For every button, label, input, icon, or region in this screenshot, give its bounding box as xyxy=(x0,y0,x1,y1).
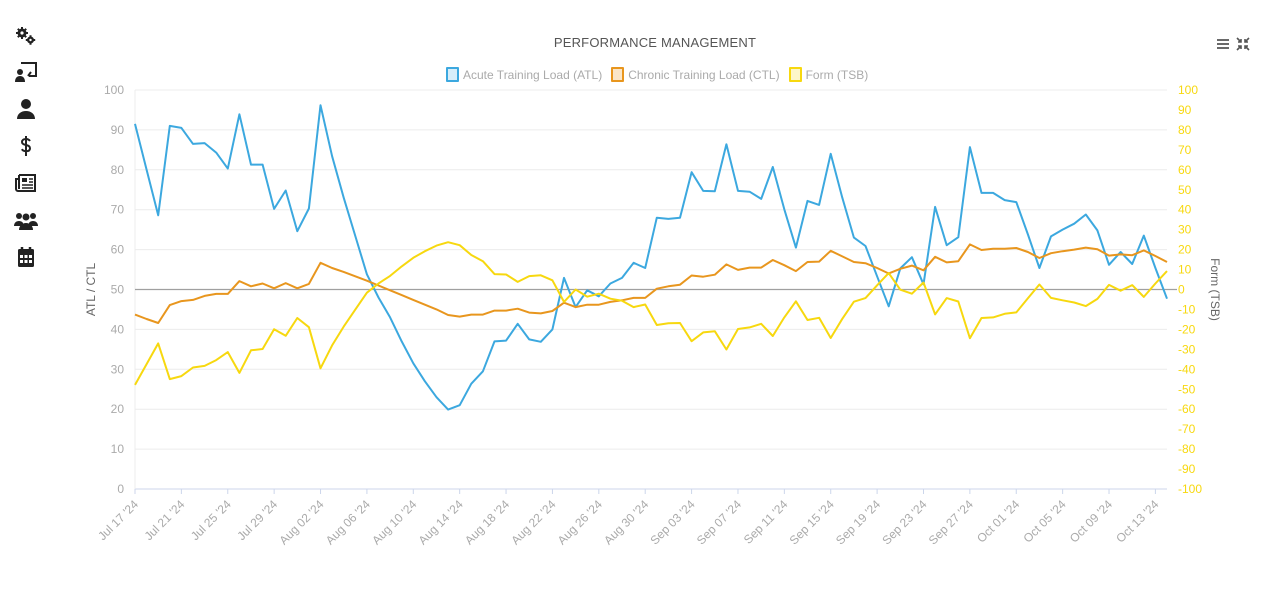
x-tick-label: Jul 25 '24 xyxy=(188,497,234,543)
legend-item-atl[interactable]: Acute Training Load (ATL) xyxy=(446,67,602,82)
y2-tick-label: 60 xyxy=(1178,163,1192,177)
x-tick-label: Sep 27 '24 xyxy=(926,497,976,547)
x-tick-label: Oct 01 '24 xyxy=(974,497,1023,546)
legend-swatch-tsb xyxy=(788,67,802,82)
y2-tick-label: -70 xyxy=(1178,422,1196,436)
gears-icon[interactable] xyxy=(14,26,38,48)
calendar-icon[interactable] xyxy=(14,246,38,268)
x-tick-label: Aug 10 '24 xyxy=(369,497,419,547)
legend-swatch-ctl xyxy=(611,67,625,82)
y-tick-label: 100 xyxy=(104,83,124,97)
legend-item-ctl[interactable]: Chronic Training Load (CTL) xyxy=(611,67,780,82)
users-icon[interactable] xyxy=(14,209,38,231)
x-tick-label: Sep 19 '24 xyxy=(833,497,883,547)
y-tick-label: 10 xyxy=(111,442,125,456)
legend-item-tsb[interactable]: Form (TSB) xyxy=(788,67,869,82)
x-tick-label: Aug 22 '24 xyxy=(508,497,558,547)
y2-tick-label: 90 xyxy=(1178,103,1192,117)
sidebar xyxy=(0,0,50,603)
user-icon[interactable] xyxy=(14,98,38,120)
x-tick-label: Sep 11 '24 xyxy=(741,497,791,547)
x-tick-label: Jul 29 '24 xyxy=(234,497,280,543)
y2-tick-label: 70 xyxy=(1178,143,1192,157)
x-tick-label: Aug 30 '24 xyxy=(601,497,651,547)
x-tick-label: Oct 05 '24 xyxy=(1020,497,1069,546)
series-line-tsb xyxy=(134,241,1168,386)
y-tick-label: 70 xyxy=(111,203,125,217)
legend-label-tsb: Form (TSB) xyxy=(805,67,869,82)
dollar-icon[interactable] xyxy=(14,135,38,157)
y2-tick-label: -50 xyxy=(1178,382,1196,396)
x-tick-label: Jul 21 '24 xyxy=(142,497,188,543)
x-tick-label: Jul 17 '24 xyxy=(95,497,141,543)
compress-icon[interactable] xyxy=(1236,37,1250,51)
y2-tick-label: 80 xyxy=(1178,123,1192,137)
y2-tick-label: 100 xyxy=(1178,83,1198,97)
series-line-ctl xyxy=(134,243,1168,324)
chart-title: PERFORMANCE MANAGEMENT xyxy=(553,35,757,50)
x-tick-label: Aug 06 '24 xyxy=(323,497,373,547)
y2-tick-label: -40 xyxy=(1178,362,1196,376)
y-tick-label: 30 xyxy=(111,362,125,376)
y2-tick-label: -60 xyxy=(1178,402,1196,416)
x-tick-label: Aug 02 '24 xyxy=(276,497,326,547)
y2-axis-title: Form (TSB) xyxy=(1208,258,1222,321)
y-tick-label: 50 xyxy=(111,283,125,297)
y2-tick-label: -20 xyxy=(1178,322,1196,336)
y2-tick-label: 20 xyxy=(1178,243,1192,257)
newspaper-icon[interactable] xyxy=(14,172,38,194)
x-tick-label: Aug 18 '24 xyxy=(462,497,512,547)
x-tick-label: Sep 23 '24 xyxy=(879,497,929,547)
y-tick-label: 90 xyxy=(111,123,125,137)
y-tick-label: 60 xyxy=(111,243,125,257)
y2-tick-label: -80 xyxy=(1178,442,1196,456)
y2-tick-label: -100 xyxy=(1178,482,1202,496)
y-tick-label: 20 xyxy=(111,402,125,416)
series-line-atl xyxy=(134,104,1168,411)
y2-tick-label: 10 xyxy=(1178,263,1192,277)
y-tick-label: 80 xyxy=(111,163,125,177)
chalkboard-user-icon[interactable] xyxy=(14,61,38,83)
y-tick-label: 40 xyxy=(111,322,125,336)
x-tick-label: Aug 14 '24 xyxy=(416,497,466,547)
x-tick-label: Oct 09 '24 xyxy=(1067,497,1116,546)
legend: Acute Training Load (ATL) Chronic Traini… xyxy=(446,67,868,82)
x-tick-label: Sep 07 '24 xyxy=(694,497,744,547)
x-tick-label: Aug 26 '24 xyxy=(555,497,605,547)
x-tick-label: Sep 03 '24 xyxy=(647,497,697,547)
y2-tick-label: -10 xyxy=(1178,302,1196,316)
y2-tick-label: -90 xyxy=(1178,462,1196,476)
y2-tick-label: 0 xyxy=(1178,283,1185,297)
y-tick-label: 0 xyxy=(117,482,124,496)
y2-tick-label: 40 xyxy=(1178,203,1192,217)
legend-label-ctl: Chronic Training Load (CTL) xyxy=(628,67,780,82)
y2-tick-label: 30 xyxy=(1178,223,1192,237)
legend-swatch-atl xyxy=(446,67,459,82)
hamburger-menu-icon[interactable] xyxy=(1216,37,1230,51)
x-tick-label: Oct 13 '24 xyxy=(1113,497,1162,546)
y2-tick-label: -30 xyxy=(1178,342,1196,356)
y2-tick-label: 50 xyxy=(1178,183,1192,197)
x-tick-label: Sep 15 '24 xyxy=(787,497,837,547)
y-axis-title: ATL / CTL xyxy=(84,263,98,317)
legend-label-atl: Acute Training Load (ATL) xyxy=(463,67,603,82)
